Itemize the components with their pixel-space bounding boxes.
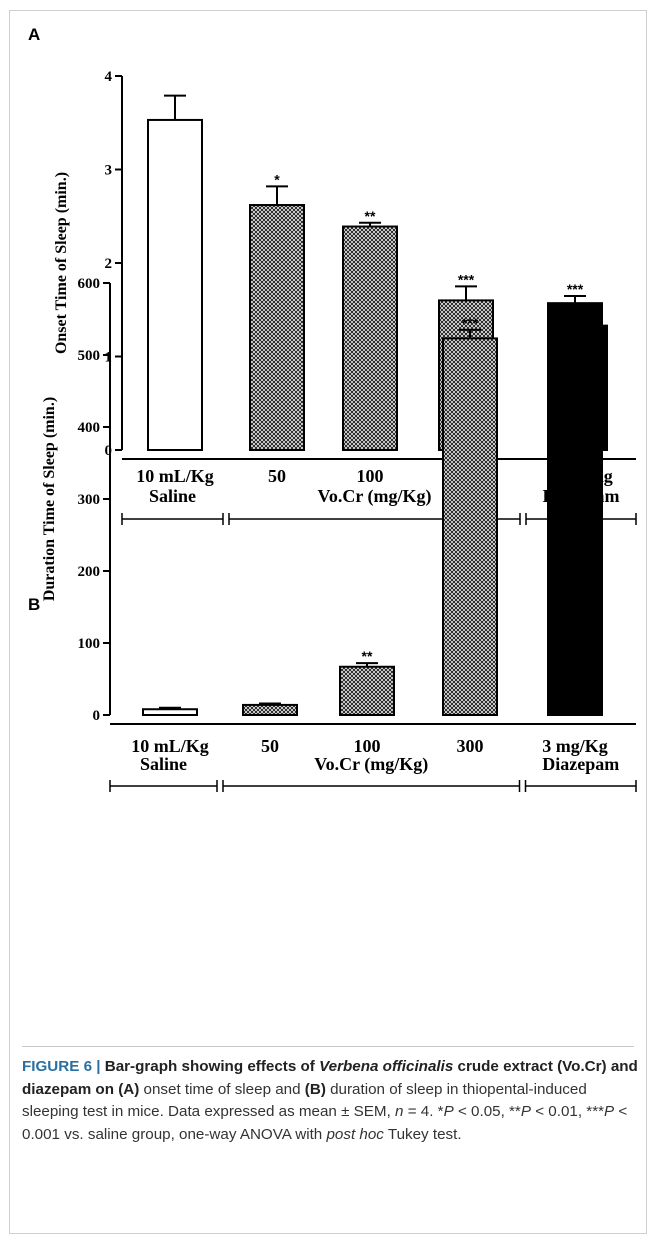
x-category-label: 3 mg/Kg — [542, 736, 608, 756]
y-tick-label: 1 — [105, 350, 113, 366]
y-tick-label: 0 — [93, 708, 101, 724]
y-axis-label: Duration Time of Sleep (min.) — [41, 397, 58, 601]
y-tick-label: 100 — [78, 636, 101, 652]
x-category-label: 300 — [457, 736, 484, 756]
x-category-label: 10 mL/Kg — [131, 736, 209, 756]
bar — [142, 708, 198, 716]
figure-caption: FIGURE 6 | Bar-graph showing effects of … — [22, 1056, 638, 1146]
bar — [242, 703, 298, 716]
y-tick-label: 300 — [78, 492, 101, 508]
bar — [547, 302, 603, 716]
y-tick-label: 3 — [105, 163, 113, 179]
y-axis-label: Onset Time of Sleep (min.) — [53, 172, 70, 354]
figure-label: FIGURE 6 | — [22, 1058, 105, 1075]
y-tick-label: 400 — [78, 420, 101, 436]
bar — [339, 665, 395, 717]
caption-text-b: duration of sleep in thiopental-induced … — [22, 1080, 587, 1121]
caption-panel-a: (A) — [118, 1080, 140, 1098]
caption-t4: Tukey test. — [383, 1125, 462, 1143]
group-label: Vo.Cr (mg/Kg) — [314, 754, 428, 775]
y-tick-label: 500 — [78, 348, 101, 364]
caption-n: n — [395, 1103, 404, 1120]
x-category-label: 50 — [268, 466, 286, 486]
y-tick-label: 0 — [105, 443, 113, 459]
y-tick-label: 200 — [78, 564, 101, 580]
caption-t1: < 0.05, ** — [453, 1103, 521, 1120]
caption-title-2: crude extract (Vo.Cr) and diazepam on — [22, 1058, 638, 1098]
x-category-label: 100 — [357, 466, 384, 486]
group-label: Saline — [140, 754, 187, 774]
significance-marker: ** — [365, 208, 376, 224]
bar — [342, 225, 398, 451]
figure-charts: A 0 1 2 3 4 Onset Time of Sleep (min.) 10 mL/Kg… — [28, 25, 637, 792]
group-label: Diazepam — [542, 754, 619, 774]
bar — [147, 118, 203, 451]
significance-marker: *** — [458, 271, 475, 287]
significance-marker: *** — [462, 315, 479, 331]
significance-marker: *** — [567, 281, 584, 297]
caption-t2: < 0.01, *** — [531, 1103, 605, 1120]
caption-species: Verbena officinalis — [319, 1058, 454, 1075]
panel-label: B — [28, 595, 40, 614]
caption-t3: < 0.001 vs. saline group, one-way ANOVA … — [22, 1103, 628, 1143]
panel-label: A — [28, 25, 40, 44]
y-tick-label: 4 — [105, 69, 113, 85]
caption-text-a: onset time of sleep and — [139, 1080, 305, 1098]
caption-p1: P — [443, 1103, 454, 1120]
significance-marker: ** — [362, 648, 373, 664]
y-tick-label: 600 — [78, 276, 101, 292]
figure-frame — [9, 10, 647, 1234]
caption-divider — [22, 1046, 634, 1047]
group-label: Vo.Cr (mg/Kg) — [318, 486, 432, 507]
caption-text-n: = 4. * — [403, 1103, 444, 1120]
caption-title-1: Bar-graph showing effects of — [104, 1058, 320, 1075]
caption-p2: P — [520, 1103, 531, 1120]
x-category-label: 100 — [354, 736, 381, 756]
x-category-label: 50 — [261, 736, 279, 756]
x-category-label: 10 mL/Kg — [136, 466, 214, 486]
caption-posthoc: post hoc — [326, 1125, 384, 1143]
group-label: Saline — [149, 486, 196, 506]
caption-panel-b: (B) — [304, 1080, 326, 1098]
bar — [249, 204, 305, 451]
panel-a-chart: A 0 1 2 3 4 Onset Time of Sleep (min.) 10 mL/Kg… — [28, 25, 637, 525]
significance-marker: * — [274, 171, 280, 187]
caption-p3: P — [604, 1103, 615, 1120]
bar — [442, 337, 498, 716]
y-tick-label: 2 — [105, 256, 113, 272]
